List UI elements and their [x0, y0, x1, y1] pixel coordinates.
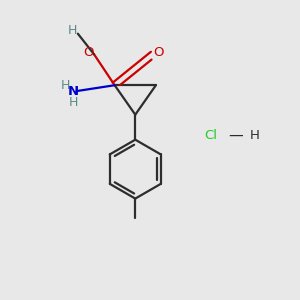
Text: N: N [68, 85, 79, 98]
Text: H: H [69, 96, 78, 110]
Text: H: H [250, 129, 260, 142]
Text: H: H [61, 79, 70, 92]
Text: O: O [83, 46, 94, 59]
Text: —: — [228, 128, 243, 143]
Text: O: O [153, 46, 164, 59]
Text: H: H [68, 24, 77, 37]
Text: Cl: Cl [204, 129, 217, 142]
